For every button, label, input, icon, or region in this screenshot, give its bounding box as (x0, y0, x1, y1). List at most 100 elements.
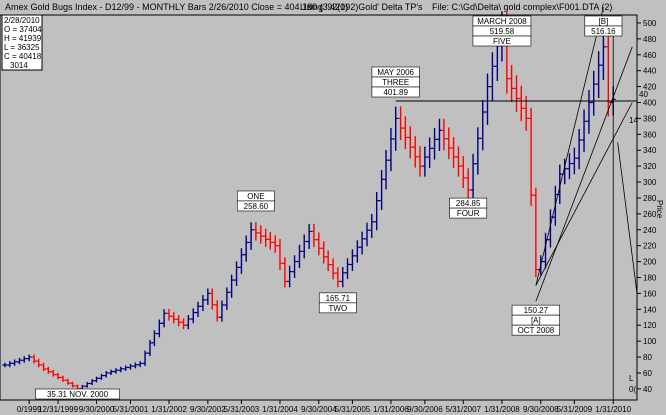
price-bar (383, 150, 389, 190)
y-tick-label: 360 (643, 130, 657, 139)
annotation-text: [B] (598, 17, 608, 26)
price-bar (195, 301, 201, 318)
price-bar (345, 258, 351, 279)
edge-label: L (629, 374, 634, 383)
guides: 40 14 L 0( (395, 6, 648, 400)
price-bar (566, 153, 572, 180)
price-bar (475, 127, 481, 175)
info-open: O = 37404 (4, 25, 42, 34)
price-bar (41, 362, 47, 372)
price-bar (185, 314, 191, 330)
price-bar (7, 361, 13, 368)
x-tick-label: 5/31/2001 (113, 405, 149, 414)
price-bar (84, 382, 90, 388)
price-bar (330, 258, 336, 280)
price-bar (258, 225, 264, 244)
price-bar (108, 369, 114, 375)
price-bar (272, 235, 278, 253)
price-bar (190, 308, 196, 324)
price-bar (17, 357, 22, 365)
price-bar (509, 64, 515, 103)
x-tick-label: 1/31/2008 (484, 405, 520, 414)
y-tick-label: 180 (643, 274, 657, 283)
plot-frame (0, 14, 638, 401)
price-bar (55, 372, 61, 380)
price-bar (605, 32, 611, 117)
price-bar (335, 267, 341, 288)
x-tick-label: 12/31/1999 (38, 405, 79, 414)
price-bar (432, 128, 438, 160)
price-bar (398, 106, 404, 141)
x-tick-label: 9/30/2004 (301, 405, 337, 414)
price-bar (2, 362, 8, 368)
price-bar (446, 127, 452, 160)
price-bar (263, 228, 269, 247)
y-tick-label: 200 (643, 258, 657, 267)
price-bar (412, 136, 418, 168)
annotation-text: MARCH 2008 (477, 17, 527, 26)
y-tick-label: 40 (643, 385, 652, 394)
price-bar (60, 375, 66, 383)
price-bar (98, 373, 104, 381)
price-bar (325, 250, 331, 272)
projection-line (617, 142, 638, 294)
price-bar (393, 106, 399, 151)
price-bar (596, 51, 602, 99)
price-bar (70, 381, 76, 388)
price-bar (45, 366, 51, 374)
price-bar (306, 223, 312, 249)
price-bar (311, 223, 317, 248)
y-tick-label: 80 (643, 353, 652, 362)
price-bar (407, 126, 413, 159)
price-bar (50, 369, 56, 377)
price-bar (571, 147, 577, 175)
price-bar (402, 116, 408, 150)
annotation-text: 519.58 (490, 27, 515, 36)
price-bar (142, 350, 148, 366)
y-tick-label: 400 (643, 99, 657, 108)
y-tick-label: 220 (643, 242, 657, 251)
price-bar (465, 168, 471, 200)
chart-subtitle-file: File: C:\Gd\Delta\ gold complex\F001.DTA… (432, 2, 612, 12)
x-tick-label: 5/31/2005 (335, 405, 371, 414)
price-bar (451, 137, 457, 168)
price-bar (243, 235, 249, 262)
price-bar (369, 213, 375, 239)
y-tick-label: 140 (643, 305, 657, 314)
price-bar (485, 73, 490, 126)
price-bar (26, 354, 32, 362)
annotation-nov2000: 35.31 NOV. 2000 (35, 388, 120, 400)
y-tick-label: 380 (643, 114, 657, 123)
price-bar (171, 312, 177, 324)
y-tick-label: 440 (643, 67, 657, 76)
annotation-text: 165.71 (326, 294, 351, 303)
annotation-text: [A] (531, 316, 541, 325)
y-axis: 40 60 80 100 120 140 160 180 200 220 240 260 280 300 3… (637, 19, 657, 394)
y-tick-label: 300 (643, 178, 657, 187)
y-tick-label: 280 (643, 194, 657, 203)
y-tick-label: 240 (643, 226, 657, 235)
price-bar (528, 107, 534, 206)
price-bar (518, 85, 524, 122)
x-tick-label: 5/31/2003 (224, 405, 260, 414)
y-tick-label: 60 (643, 369, 652, 378)
annotation-b: [B]516.16 (584, 15, 623, 37)
info-box-frame (1, 14, 43, 71)
price-bar (166, 309, 172, 321)
price-bar (103, 371, 109, 378)
chart-title: Amex Gold Bugs Index - D12/99 - MONTHLY … (5, 2, 348, 12)
annotation-text: 150.27 (524, 306, 549, 315)
price-bar (12, 359, 18, 366)
x-tick-label: 0/1999 (17, 405, 42, 414)
price-bar (441, 118, 447, 151)
price-bar (600, 32, 606, 80)
price-bar (576, 129, 582, 170)
price-bar (533, 187, 539, 278)
trend-channel-line (535, 6, 604, 286)
price-bar (253, 222, 259, 241)
annotation-text: 35.31 NOV. 2000 (47, 390, 109, 399)
price-bar (36, 358, 42, 368)
